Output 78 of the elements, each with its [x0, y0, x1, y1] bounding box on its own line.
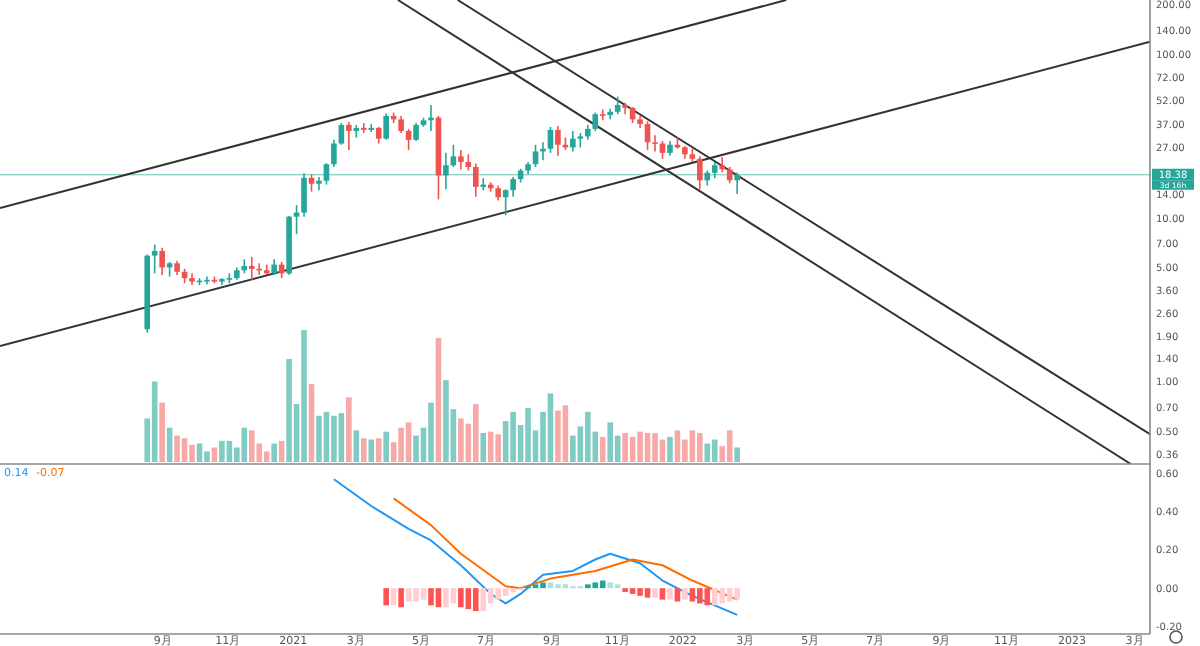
bar	[360, 438, 367, 462]
bar	[734, 447, 740, 462]
candlestick	[599, 108, 606, 122]
bar	[174, 435, 180, 462]
bar	[346, 397, 352, 462]
candlestick	[719, 156, 726, 174]
bar	[704, 443, 711, 462]
candlestick	[248, 256, 255, 281]
bar	[181, 438, 188, 462]
bar	[458, 418, 464, 462]
bar	[301, 330, 307, 462]
bar	[585, 411, 591, 462]
candlestick	[570, 130, 576, 153]
bar	[383, 431, 389, 462]
bar	[405, 422, 412, 462]
candlestick	[547, 126, 554, 154]
bar	[428, 402, 434, 462]
bar	[316, 415, 322, 462]
bar	[248, 430, 255, 462]
bar	[689, 430, 696, 462]
bar	[353, 430, 360, 462]
candlestick	[555, 125, 561, 157]
candlestick	[458, 149, 464, 171]
candlestick	[338, 122, 345, 146]
bar	[487, 431, 494, 462]
bar	[219, 440, 225, 462]
bar	[204, 451, 210, 462]
bar	[599, 436, 606, 462]
bar	[622, 432, 628, 462]
bar	[263, 451, 270, 462]
bar	[271, 443, 277, 462]
candlestick	[360, 122, 367, 134]
bar	[510, 411, 516, 462]
bar	[375, 438, 382, 462]
bar	[398, 427, 404, 462]
bar	[607, 422, 613, 462]
bar	[495, 434, 501, 462]
bar	[711, 439, 718, 462]
bar	[331, 415, 337, 462]
candlestick	[241, 258, 248, 275]
bar	[443, 380, 449, 462]
candlestick	[697, 155, 703, 191]
candlestick	[405, 128, 412, 151]
bar	[555, 410, 561, 462]
candlestick	[487, 181, 494, 193]
line-series	[392, 497, 739, 601]
bar	[674, 430, 681, 462]
candlestick	[346, 121, 352, 151]
candlestick	[159, 246, 165, 276]
bar	[547, 393, 554, 462]
candlestick	[532, 143, 539, 168]
bar	[667, 436, 673, 462]
bar	[241, 427, 248, 462]
candlestick	[383, 112, 389, 141]
candlestick	[652, 134, 658, 153]
bar	[480, 432, 487, 462]
bar	[472, 403, 479, 462]
bar	[726, 430, 733, 462]
candlestick	[592, 111, 599, 132]
bar	[697, 432, 703, 462]
candlestick	[450, 143, 457, 168]
bar	[211, 447, 218, 462]
bar	[413, 435, 419, 462]
bar	[286, 359, 292, 462]
bar	[189, 444, 195, 462]
bar	[368, 439, 375, 462]
bar	[159, 402, 165, 462]
bar	[525, 407, 531, 462]
candlestick	[331, 139, 337, 168]
bar	[151, 381, 158, 462]
bar	[652, 432, 658, 462]
candlestick	[472, 162, 479, 198]
candlestick	[413, 122, 419, 142]
line-series	[332, 478, 739, 616]
candlestick	[368, 123, 375, 133]
bar	[637, 431, 643, 462]
bar	[562, 405, 569, 462]
candlestick	[151, 243, 158, 275]
